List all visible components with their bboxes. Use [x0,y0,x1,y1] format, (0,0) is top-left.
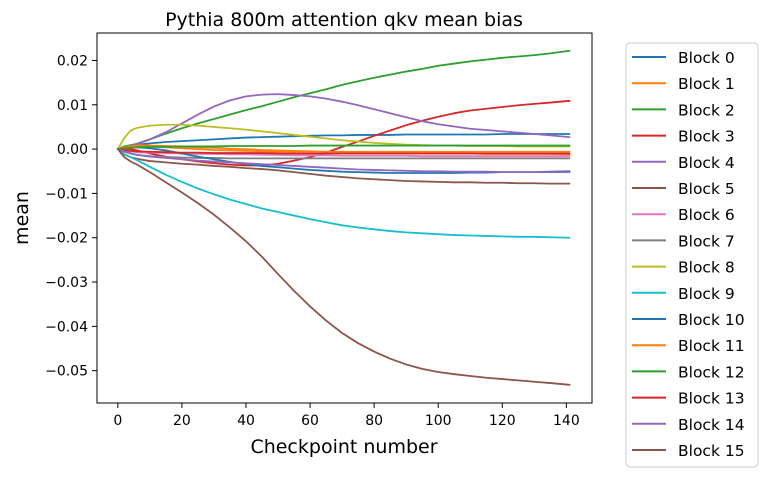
series-line-block-15 [116,148,571,386]
legend-label: Block 4 [678,154,735,172]
x-tick-label: 100 [425,413,452,429]
x-tick-label: 120 [489,413,516,429]
series-line-block-5 [116,148,571,185]
legend-label: Block 5 [678,180,735,198]
legend-label: Block 6 [678,206,735,224]
x-tick-label: 0 [113,413,122,429]
legend-label: Block 8 [678,259,735,277]
legend-label: Block 15 [678,442,745,460]
legend-label: Block 7 [678,232,735,250]
x-tick-label: 80 [365,413,383,429]
x-tick-label: 20 [173,413,191,429]
legend-label: Block 0 [678,49,735,67]
series-line-block-2 [116,49,571,151]
y-tick-label: −0.05 [45,364,88,380]
legend-label: Block 11 [678,337,745,355]
y-tick-label: −0.03 [45,275,88,291]
x-tick-label: 40 [237,413,255,429]
x-tick-label: 60 [301,413,319,429]
legend-label: Block 10 [678,311,745,329]
y-tick-label: 0.00 [57,142,88,158]
legend-label: Block 3 [678,128,735,146]
y-tick-label: −0.02 [45,231,88,247]
series-line-block-13 [116,148,571,155]
series-line-block-12 [116,144,571,151]
y-axis: 0.02 0.01 0.00 −0.01 −0.02 −0.03 −0.04 −0.05 [45,53,97,380]
series-line-block-0 [116,133,571,151]
y-axis-label: mean [11,191,33,245]
legend-label: Block 12 [678,363,745,381]
legend-label: Block 14 [678,416,745,434]
legend-label: Block 2 [678,101,735,119]
legend: Block 0 Block 1 Block 2 Block 3 Block 4 Block… [625,42,759,468]
legend-label: Block 13 [678,390,745,408]
series-line-block-9 [116,148,571,239]
legend-frame [625,42,759,468]
plot-frame [96,32,593,404]
legend-label: Block 9 [678,285,735,303]
series-line-block-14 [116,148,571,174]
y-tick-label: −0.01 [45,186,88,202]
y-tick-label: 0.02 [57,53,88,69]
y-tick-label: −0.04 [45,319,88,335]
y-tick-label: 0.01 [57,98,88,114]
x-tick-label: 140 [553,413,580,429]
x-axis: 0 20 40 60 80 100 120 140 [113,403,580,429]
legend-label: Block 1 [678,75,735,93]
x-axis-label: Checkpoint number [250,436,437,458]
chart-title: Pythia 800m attention qkv mean bias [165,9,523,31]
series-lines [116,49,571,386]
series-line-block-4 [116,93,571,151]
